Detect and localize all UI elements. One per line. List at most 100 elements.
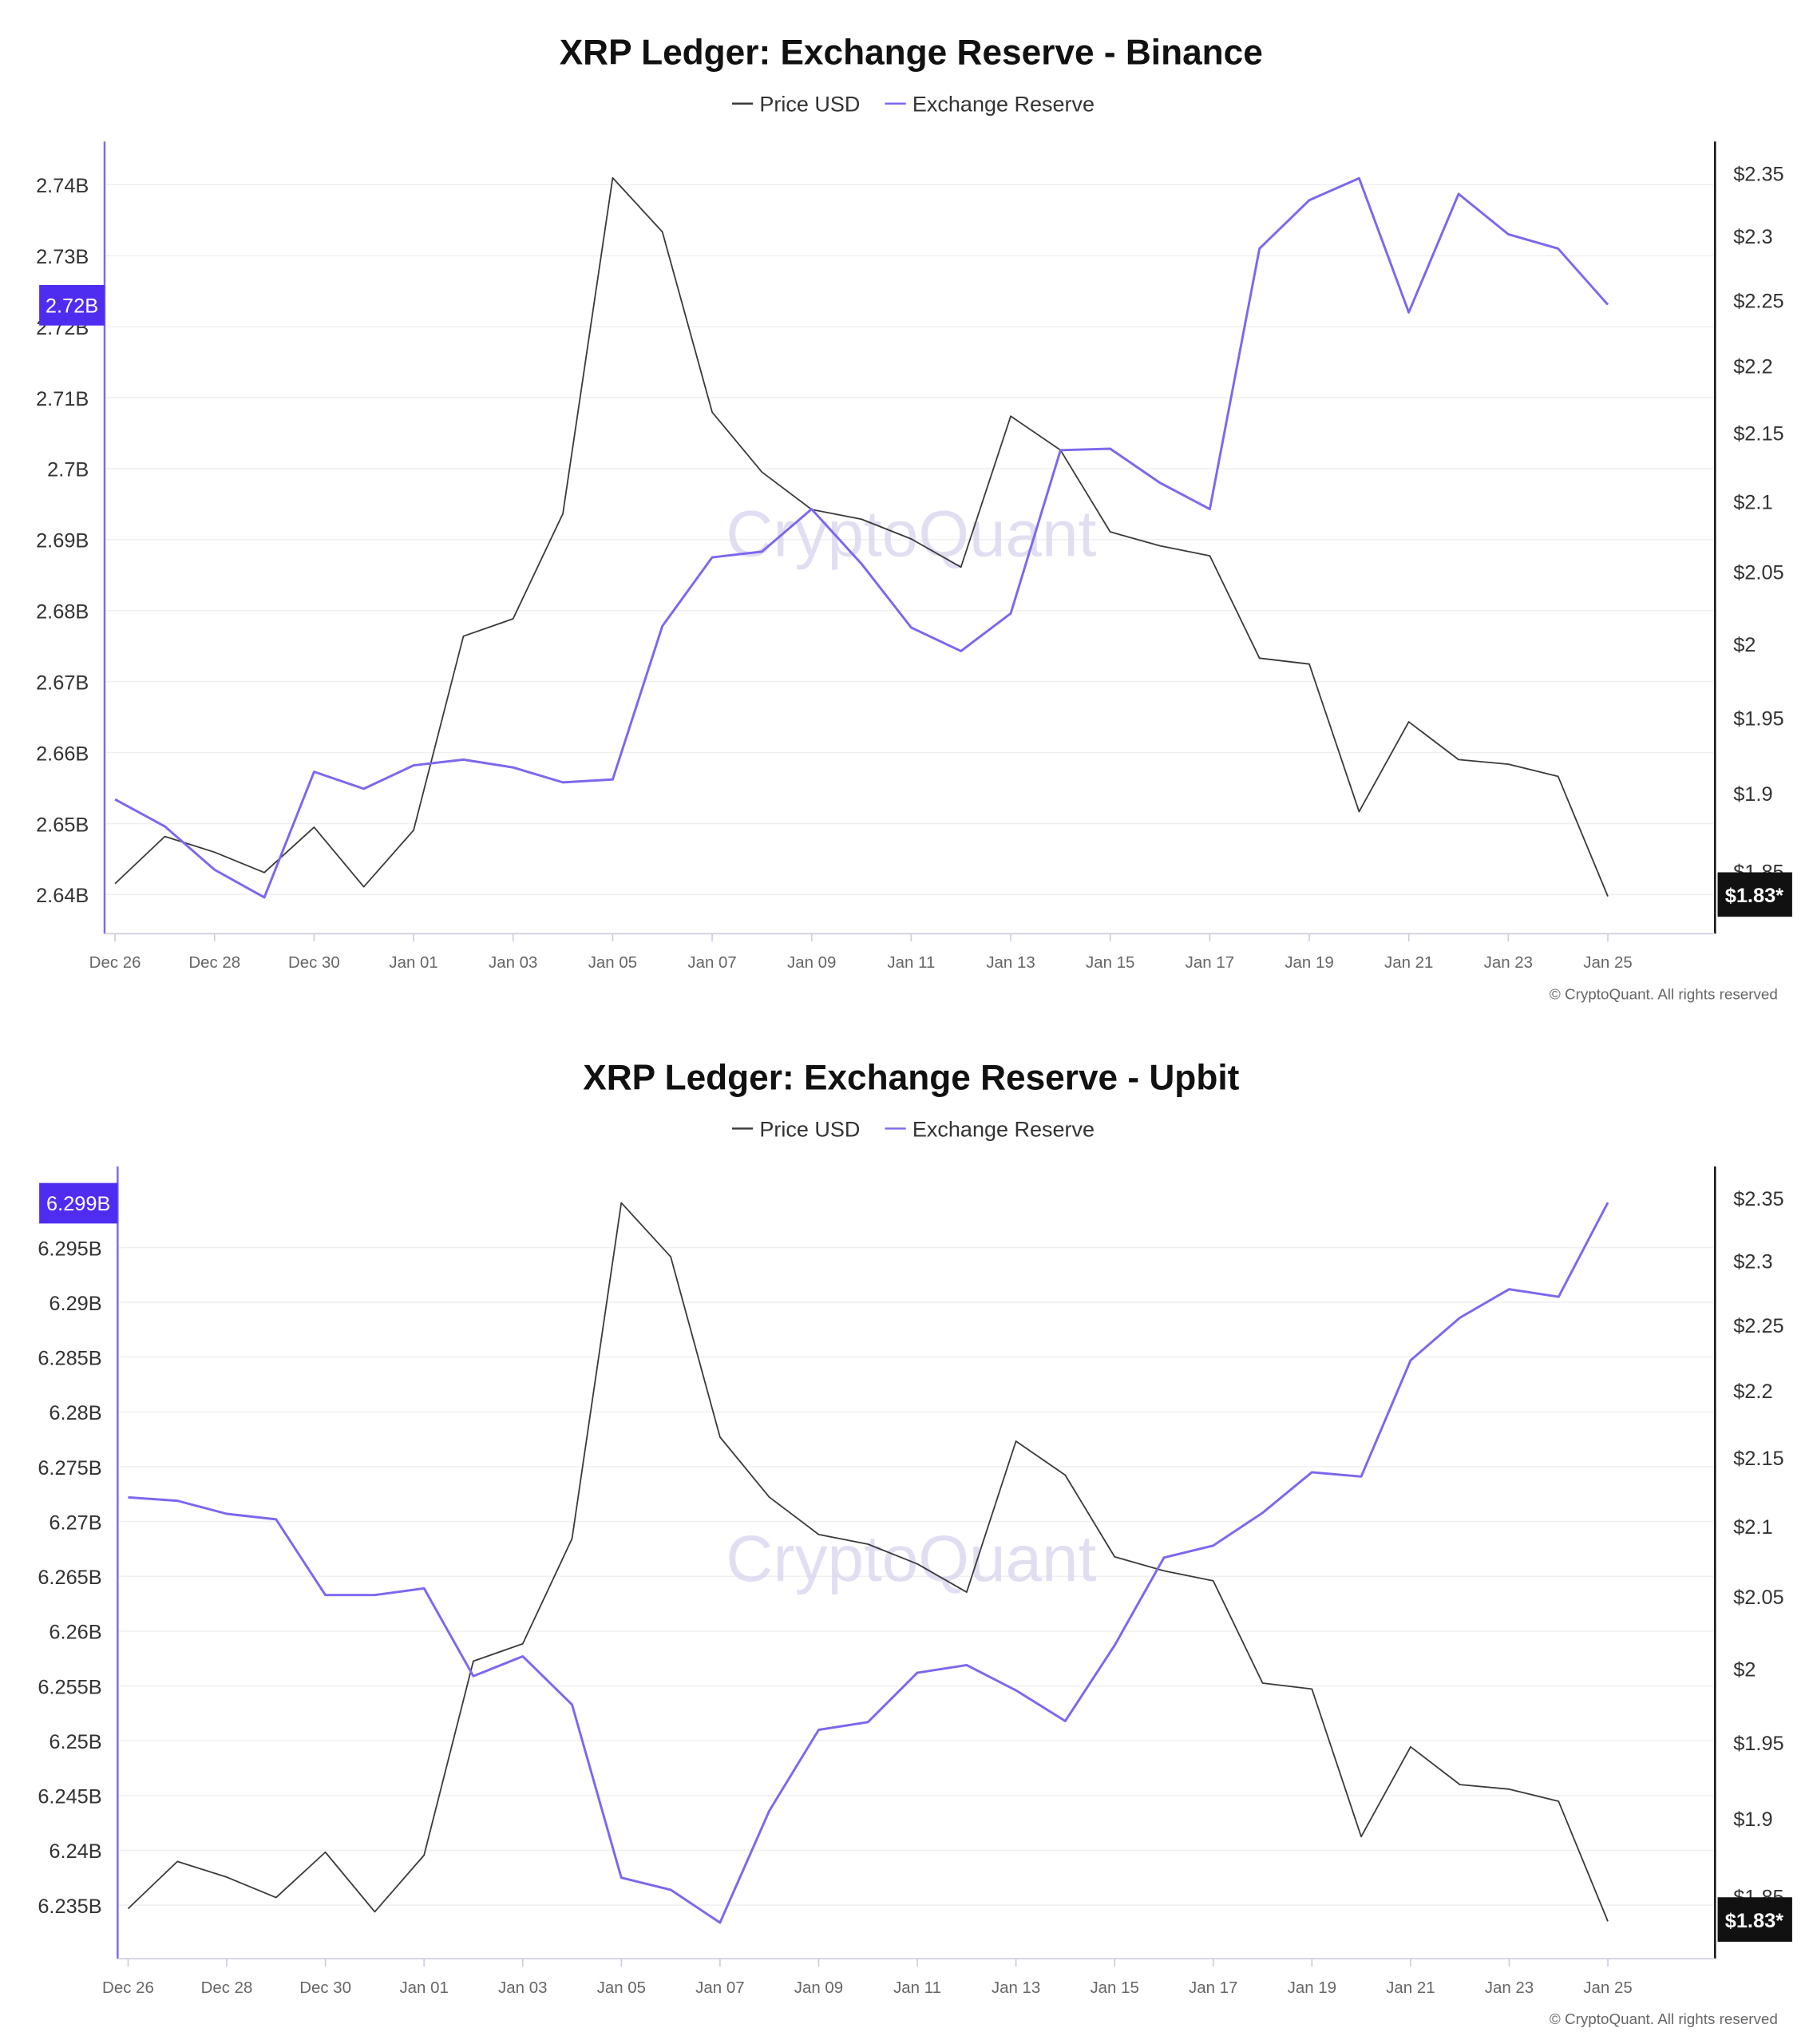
- y-right-tick-label: $2.05: [1733, 562, 1783, 584]
- x-tick-label: Dec 30: [288, 953, 340, 972]
- y-right-tick-label: $2.3: [1733, 1251, 1772, 1274]
- copyright: © CryptoQuant. All rights reserved: [1550, 2010, 1778, 2027]
- copyright: © CryptoQuant. All rights reserved: [1550, 985, 1778, 1002]
- chart-binance: XRP Ledger: Exchange Reserve - Binance Pr…: [36, 34, 1792, 1002]
- x-tick-label: Jan 15: [1086, 953, 1134, 972]
- legend-reserve-label: Exchange Reserve: [912, 93, 1095, 117]
- x-tick-label: Jan 05: [588, 953, 637, 972]
- y-left-tick-label: 2.7B: [47, 459, 89, 481]
- y-right-tick-label: $1.95: [1733, 707, 1783, 730]
- x-tick-label: Dec 26: [102, 1979, 154, 1997]
- x-tick-label: Jan 11: [893, 1979, 941, 1997]
- x-tick-label: Jan 09: [787, 953, 836, 972]
- y-left-tick-label: 6.235B: [38, 1895, 101, 1918]
- y-right-tick-label: $2.1: [1733, 1516, 1772, 1539]
- x-tick-label: Jan 05: [597, 1979, 646, 1997]
- reserve-current-label: 6.299B: [46, 1193, 110, 1215]
- y-left-tick-label: 6.26B: [49, 1622, 101, 1644]
- y-left-tick-label: 2.69B: [36, 530, 89, 553]
- y-left-tick-label: 2.74B: [36, 175, 89, 197]
- x-tick-label: Dec 28: [201, 1979, 253, 1997]
- price-usd-line: [127, 1202, 1609, 1922]
- y-left-tick-label: 6.29B: [49, 1293, 101, 1315]
- y-right-tick-label: $2.2: [1733, 1380, 1772, 1403]
- x-tick-label: Dec 26: [89, 953, 141, 972]
- x-tick-label: Jan 25: [1583, 953, 1632, 972]
- y-right-tick-label: $2.35: [1733, 1188, 1783, 1210]
- y-right-tick-label: $2.3: [1733, 226, 1772, 248]
- y-right-tick-label: $2.25: [1733, 1315, 1783, 1337]
- y-left-tick-label: 6.24B: [49, 1840, 101, 1863]
- price-usd-line: [114, 176, 1609, 897]
- y-left-tick-label: 6.255B: [38, 1676, 101, 1698]
- y-right-tick-label: $2.15: [1733, 1448, 1783, 1470]
- y-right-tick-label: $2.15: [1733, 422, 1783, 445]
- y-left-tick-label: 2.65B: [36, 814, 89, 836]
- x-tick-label: Jan 17: [1186, 953, 1234, 972]
- y-right-tick-label: $2.05: [1733, 1586, 1783, 1609]
- reserve-current-badge: [39, 284, 105, 326]
- price-current-badge: [1717, 1897, 1792, 1942]
- x-tick-label: Jan 09: [794, 1979, 843, 1997]
- exchange-reserve-line: [114, 176, 1609, 899]
- x-tick-label: Jan 15: [1090, 1979, 1138, 1997]
- y-left-tick-label: 6.25B: [49, 1731, 101, 1753]
- legend: Price USD Exchange Reserve: [731, 1117, 1095, 1141]
- y-left-tick-label: 2.64B: [36, 885, 89, 907]
- y-left-tick-label: 2.73B: [36, 246, 89, 268]
- reserve-current-badge: [39, 1182, 118, 1224]
- y-left-tick-label: 2.67B: [36, 671, 89, 694]
- y-left-tick-label: 6.285B: [38, 1348, 101, 1370]
- x-tick-label: Jan 21: [1384, 953, 1433, 972]
- x-tick-label: Jan 23: [1484, 953, 1533, 972]
- x-tick-label: Jan 01: [389, 953, 437, 972]
- y-right-tick-label: $2: [1733, 1658, 1756, 1681]
- watermark: CryptoQuant: [726, 1523, 1096, 1595]
- y-left-tick-label: 2.66B: [36, 743, 89, 765]
- y-left-tick-label: 6.275B: [38, 1457, 101, 1480]
- legend-reserve-label: Exchange Reserve: [912, 1117, 1095, 1141]
- y-left-tick-label: 6.27B: [49, 1511, 101, 1534]
- x-tick-label: Jan 07: [695, 1979, 744, 1997]
- x-tick-label: Jan 13: [992, 1979, 1040, 1997]
- x-tick-label: Jan 13: [986, 953, 1035, 972]
- x-tick-label: Dec 30: [299, 1979, 351, 1997]
- x-tick-label: Jan 11: [887, 953, 935, 972]
- y-right-tick-label: $2.25: [1733, 290, 1783, 312]
- x-tick-label: Jan 25: [1583, 1979, 1632, 1997]
- x-tick-label: Jan 23: [1485, 1979, 1534, 1997]
- reserve-current-label: 2.72B: [46, 295, 98, 317]
- legend: Price USD Exchange Reserve: [731, 93, 1095, 117]
- x-tick-label: Dec 28: [188, 953, 240, 972]
- y-right-tick-label: $2.35: [1733, 163, 1783, 185]
- y-left-tick-label: 2.68B: [36, 601, 89, 624]
- price-current-badge: [1717, 872, 1792, 917]
- y-left-tick-label: 6.295B: [38, 1238, 101, 1260]
- x-tick-label: Jan 17: [1189, 1979, 1237, 1997]
- x-tick-label: Jan 19: [1285, 953, 1333, 972]
- y-right-tick-label: $2.2: [1733, 355, 1772, 378]
- chart-title: XRP Ledger: Exchange Reserve - Upbit: [583, 1058, 1239, 1097]
- y-right-tick-label: $2: [1733, 634, 1756, 656]
- legend-price-label: Price USD: [759, 1117, 860, 1141]
- price-current-label: $1.83*: [1725, 1910, 1783, 1932]
- y-left-tick-label: 6.265B: [38, 1567, 101, 1589]
- x-tick-label: Jan 03: [498, 1979, 547, 1997]
- price-current-label: $1.83*: [1725, 885, 1783, 907]
- x-tick-label: Jan 03: [489, 953, 537, 972]
- y-left-tick-label: 6.28B: [49, 1402, 101, 1424]
- y-left-tick-label: 2.71B: [36, 388, 89, 410]
- x-tick-label: Jan 19: [1288, 1979, 1336, 1997]
- y-right-tick-label: $1.95: [1733, 1733, 1783, 1755]
- x-tick-label: Jan 21: [1386, 1979, 1435, 1997]
- y-right-tick-label: $1.9: [1733, 1808, 1772, 1831]
- x-tick-label: Jan 01: [399, 1979, 448, 1997]
- chart-title: XRP Ledger: Exchange Reserve - Binance: [560, 34, 1263, 73]
- chart-upbit: XRP Ledger: Exchange Reserve - Upbit Pric…: [38, 1058, 1792, 2027]
- y-right-tick-label: $1.9: [1733, 783, 1772, 806]
- y-right-tick-label: $2.1: [1733, 491, 1772, 513]
- x-tick-label: Jan 07: [687, 953, 736, 972]
- y-left-tick-label: 6.245B: [38, 1786, 101, 1808]
- legend-price-label: Price USD: [759, 93, 860, 117]
